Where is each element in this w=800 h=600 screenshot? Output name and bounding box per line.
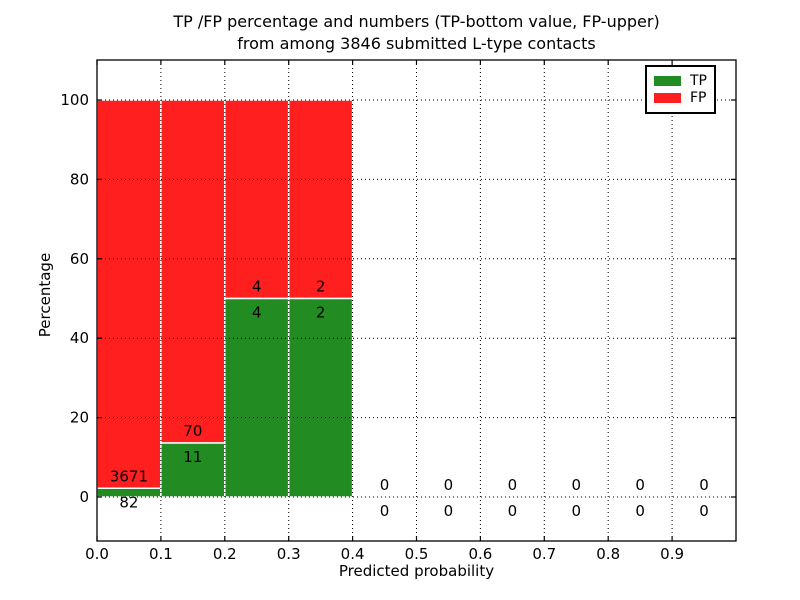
chart-title-line1: TP /FP percentage and numbers (TP-bottom… [173,12,660,31]
chart-title: TP /FP percentage and numbers (TP-bottom… [97,11,736,55]
fp-count-label: 70 [183,422,202,440]
tp-color-swatch-icon [654,76,681,86]
x-tick-label: 0.2 [213,545,237,563]
y-tick-label: 80 [70,170,89,188]
fp-count-label: 0 [380,476,390,494]
y-tick-label: 100 [60,91,89,109]
y-tick-label: 40 [70,329,89,347]
tp-count-label: 0 [571,502,581,520]
fp-count-label: 0 [699,476,709,494]
fp-count-label: 0 [635,476,645,494]
x-tick-label: 0.7 [532,545,556,563]
x-tick-label: 0.1 [149,545,173,563]
tp-count-label: 11 [183,448,202,466]
x-axis-label: Predicted probability [338,562,495,580]
legend-item-fp: FP [654,90,707,106]
x-tick-label: 0.4 [341,545,365,563]
tp-count-label: 0 [380,502,390,520]
fp-count-label: 2 [316,278,326,296]
x-tick-label: 0.6 [468,545,492,563]
tp-count-label: 0 [699,502,709,520]
legend-item-tp: TP [654,73,707,89]
tp-count-label: 0 [635,502,645,520]
y-axis-label: Percentage [36,252,54,338]
tp-bar-segment [224,297,290,498]
x-tick-label: 0.3 [277,545,301,563]
x-tick-label: 0.0 [85,545,109,563]
fp-bar-segment [287,99,354,300]
fp-bar-segment [160,99,226,444]
chart-title-line2: from among 3846 submitted L-type contact… [237,34,596,53]
tp-bar-segment [287,297,354,498]
x-tick-label: 0.5 [405,545,429,563]
tp-count-label: 82 [119,493,138,511]
fp-count-label: 0 [508,476,518,494]
tp-count-label: 2 [316,304,326,322]
fp-bar-segment [224,99,290,300]
fp-count-label: 3671 [110,467,148,485]
tp-count-label: 4 [252,304,262,322]
x-tick-label: 0.8 [596,545,620,563]
legend: TP FP [645,65,716,114]
legend-label-fp: FP [690,90,707,106]
legend-label-tp: TP [690,73,707,89]
tp-count-label: 0 [508,502,518,520]
fp-color-swatch-icon [654,93,681,103]
fp-count-label: 0 [444,476,454,494]
y-tick-label: 60 [70,250,89,268]
y-tick-label: 20 [70,409,89,427]
tp-count-label: 0 [444,502,454,520]
fp-count-label: 0 [571,476,581,494]
x-tick-label: 0.9 [660,545,684,563]
fp-count-label: 4 [252,278,262,296]
fp-bar-segment [96,99,162,490]
y-tick-label: 0 [79,488,89,506]
